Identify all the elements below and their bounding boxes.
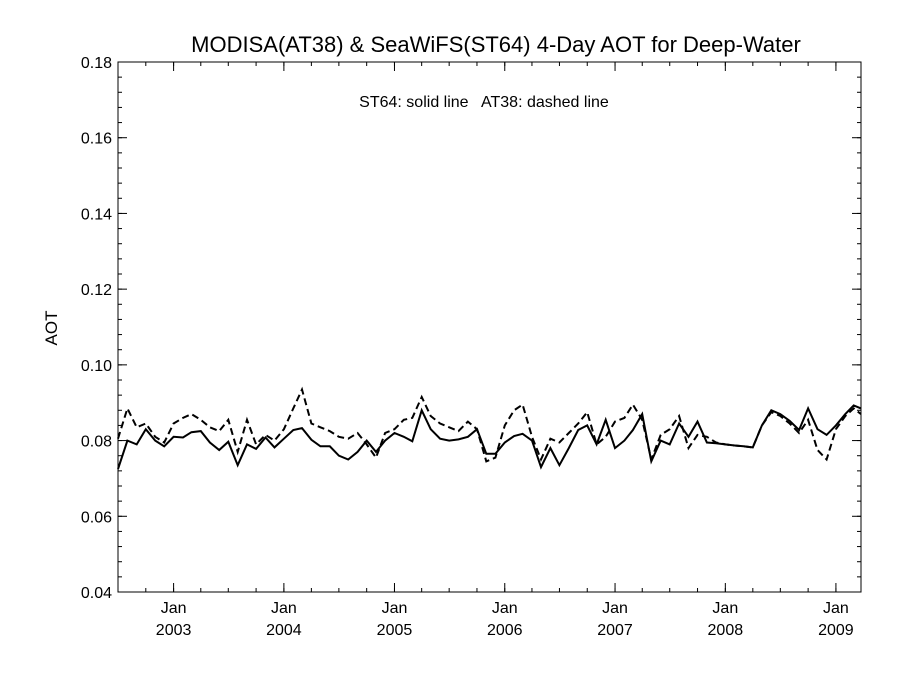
y-axis-label: AOT bbox=[42, 311, 61, 346]
x-tick-year-label: 2005 bbox=[377, 622, 413, 639]
y-tick-label: 0.14 bbox=[81, 206, 112, 223]
x-tick-month-label: Jan bbox=[823, 600, 849, 617]
x-tick-year-label: 2006 bbox=[487, 622, 523, 639]
axis-ticks bbox=[117, 61, 861, 593]
y-tick-label: 0.18 bbox=[81, 55, 112, 72]
axis-tick-labels: 0.04 0.06 0.08 0.10 0.12 0.14 0.16 0.18 Jan 2003 J… bbox=[81, 55, 854, 639]
x-tick-year-label: 2003 bbox=[156, 622, 192, 639]
series-line-at38 bbox=[117, 386, 862, 463]
x-tick-month-label: Jan bbox=[161, 600, 187, 617]
x-tick-year-label: 2008 bbox=[708, 622, 744, 639]
x-tick-month-label: Jan bbox=[712, 600, 738, 617]
chart-title: MODISA(AT38) & SeaWiFS(ST64) 4-Day AOT f… bbox=[191, 32, 801, 57]
x-tick-year-label: 2004 bbox=[266, 622, 302, 639]
y-tick-label: 0.08 bbox=[81, 434, 112, 451]
x-tick-month-label: Jan bbox=[602, 600, 628, 617]
y-tick-label: 0.12 bbox=[81, 282, 112, 299]
x-tick-month-label: Jan bbox=[271, 600, 297, 617]
y-tick-label: 0.10 bbox=[81, 358, 112, 375]
data-series bbox=[117, 386, 862, 470]
line-style-legend: ST64: solid line AT38: dashed line bbox=[359, 94, 609, 111]
plot-area-frame bbox=[117, 61, 862, 593]
x-tick-month-label: Jan bbox=[492, 600, 518, 617]
y-tick-label: 0.06 bbox=[81, 509, 112, 526]
x-tick-month-label: Jan bbox=[382, 600, 408, 617]
x-tick-year-label: 2007 bbox=[597, 622, 633, 639]
series-line-st64 bbox=[117, 404, 862, 470]
x-tick-year-label: 2009 bbox=[818, 622, 854, 639]
y-tick-label: 0.16 bbox=[81, 131, 112, 148]
y-tick-label: 0.04 bbox=[81, 585, 112, 602]
